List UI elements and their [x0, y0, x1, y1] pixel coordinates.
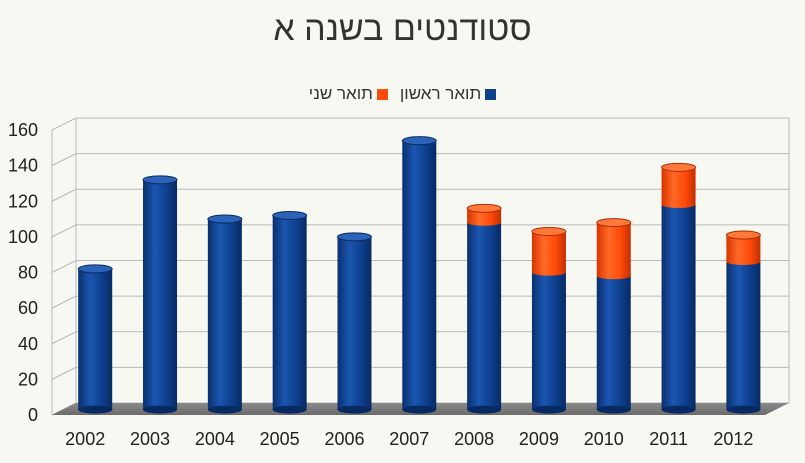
bar-top-2012	[725, 230, 761, 240]
bar-top-2002	[77, 264, 113, 274]
bar-base-2011	[661, 405, 696, 414]
gridline-side-140	[51, 153, 77, 167]
bar-base-2006	[337, 405, 372, 414]
bar-2008-bachelor	[467, 222, 502, 410]
bar-top-2006	[336, 232, 372, 242]
bar-2009-master	[531, 231, 566, 273]
bar-base-2003	[143, 405, 178, 414]
bar-top-2011	[661, 162, 697, 172]
bar-2005-bachelor	[272, 215, 307, 410]
bar-2006-bachelor	[337, 236, 372, 410]
bar-base-2007	[402, 405, 437, 414]
x-tick-label: 2003	[130, 429, 170, 449]
gridline-side-120	[51, 188, 77, 202]
x-tick-label: 2004	[195, 429, 235, 449]
gridline-side-80	[51, 260, 77, 273]
y-tick-label: 60	[18, 298, 38, 318]
bar-base-2010	[596, 405, 631, 414]
bar-2012-bachelor	[726, 261, 761, 410]
legend-item-master: תואר שני	[309, 84, 388, 104]
bar-base-2002	[78, 405, 113, 414]
bar-base-2005	[272, 405, 307, 414]
bar-2003-bachelor	[143, 179, 178, 410]
bar-base-2008	[467, 405, 502, 414]
bar-top-2004	[207, 214, 243, 224]
y-tick-label: 20	[18, 369, 38, 389]
chart-title: סטודנטים בשנה א	[273, 10, 532, 48]
x-tick-label: 2007	[389, 429, 429, 449]
y-tick-label: 160	[8, 120, 38, 140]
gridline-side-100	[51, 224, 77, 238]
legend-label-master: תואר שני	[308, 84, 373, 103]
bar-2010-bachelor	[596, 276, 631, 410]
legend: תואר ראשון תואר שני	[0, 84, 805, 104]
bar-2010-master	[596, 222, 631, 277]
legend-item-bachelor: תואר ראשון	[399, 84, 497, 104]
x-tick-label: 2010	[584, 429, 624, 449]
x-tick-label: 2005	[260, 429, 300, 449]
bar-base-2004	[207, 405, 242, 414]
bar-2011-master	[661, 167, 696, 205]
bar-2009-bachelor	[531, 272, 566, 410]
y-tick-label: 120	[8, 191, 38, 211]
gridline-side-40	[51, 331, 77, 345]
bar-top-2009	[531, 226, 567, 236]
y-tick-label: 140	[8, 156, 38, 176]
legend-label-bachelor: תואר ראשון	[399, 84, 482, 103]
y-tick-label: 80	[18, 263, 38, 283]
bar-top-2005	[272, 210, 308, 220]
bar-2011-bachelor	[661, 204, 696, 410]
y-tick-label: 100	[8, 227, 38, 247]
legend-swatch-bachelor	[485, 88, 497, 100]
bar-2002-bachelor	[78, 268, 113, 410]
gridline-side-160	[51, 117, 77, 131]
bar-top-2007	[401, 136, 437, 146]
gridline-side-60	[51, 295, 77, 309]
x-tick-label: 2006	[324, 429, 364, 449]
y-tick-label: 40	[18, 334, 38, 354]
bar-2007-bachelor	[402, 140, 437, 410]
bar-base-2012	[726, 405, 761, 414]
gridline-side-20	[51, 366, 77, 380]
bar-top-2010	[596, 218, 632, 228]
x-tick-label: 2002	[65, 429, 105, 449]
bar-top-2008	[466, 203, 502, 213]
bar-base-2009	[531, 405, 566, 414]
y-tick-label: 0	[28, 405, 38, 425]
x-tick-label: 2009	[519, 429, 559, 449]
bar-2004-bachelor	[207, 219, 242, 410]
x-tick-label: 2008	[454, 429, 494, 449]
x-tick-label: 2012	[713, 429, 753, 449]
legend-swatch-master	[376, 88, 388, 100]
bar-top-2003	[142, 175, 178, 185]
x-tick-label: 2011	[649, 429, 688, 449]
